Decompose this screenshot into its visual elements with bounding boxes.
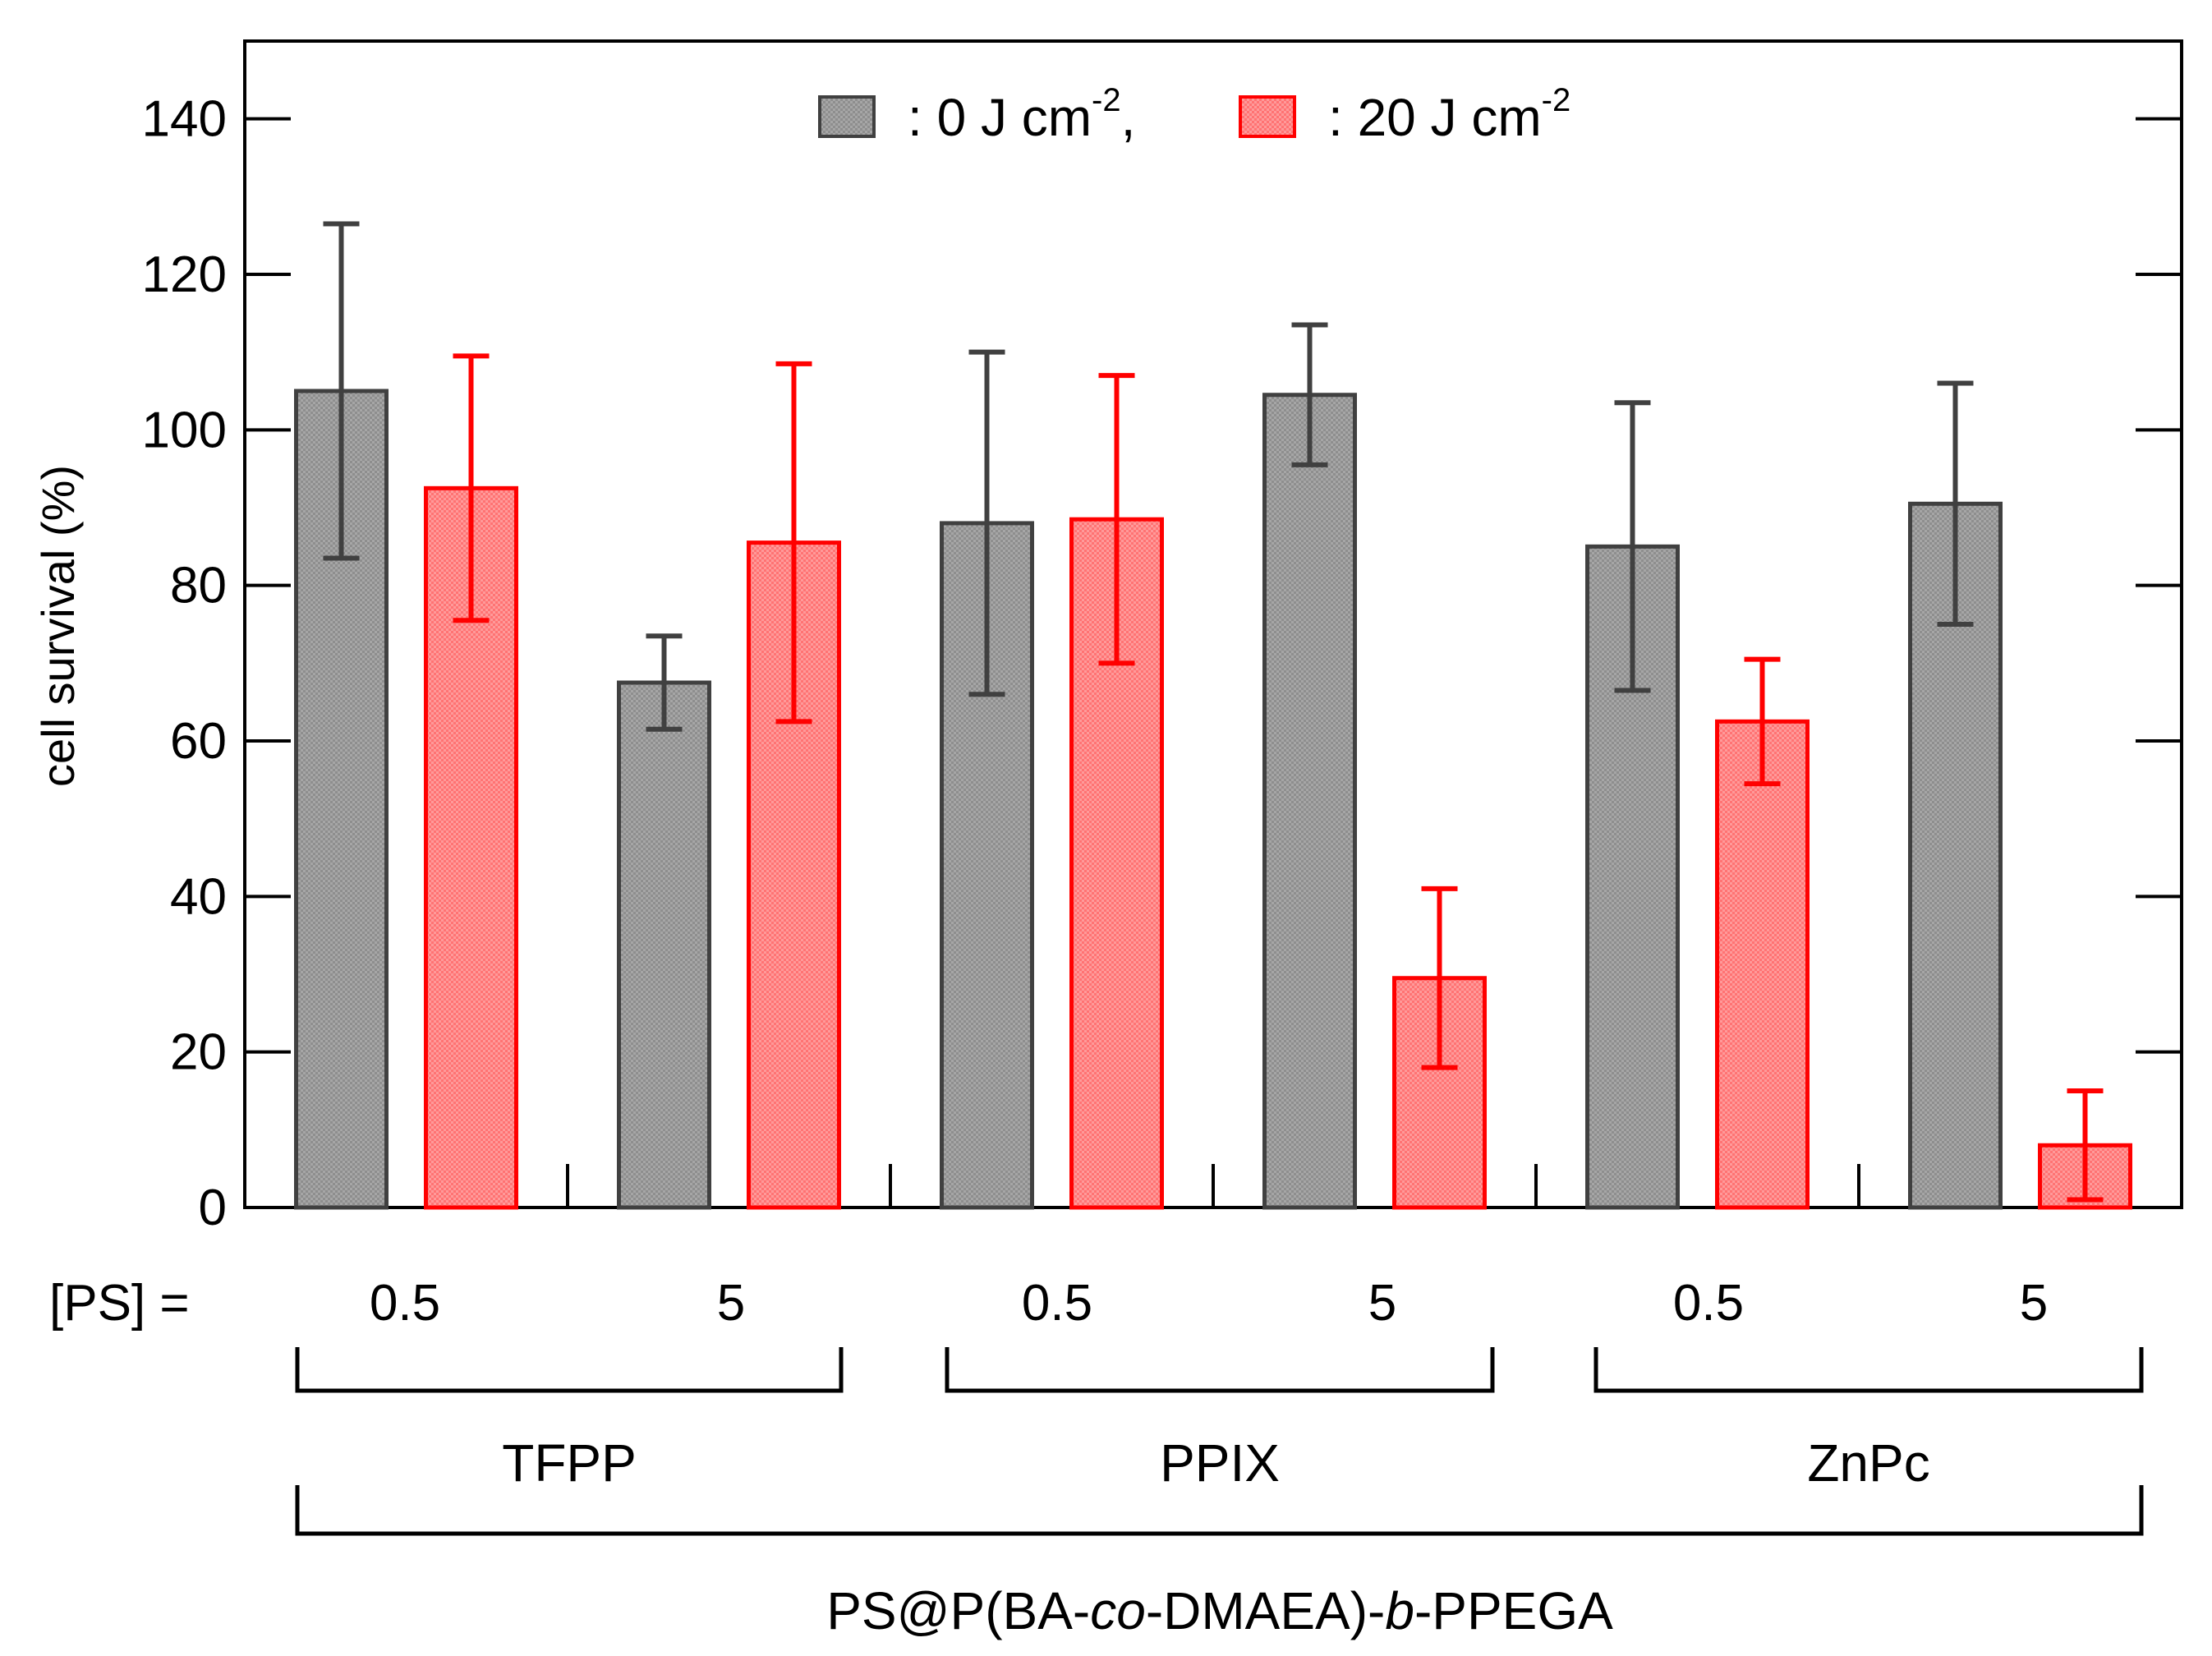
legend-swatch-0j xyxy=(818,95,876,138)
error-bars-layer xyxy=(323,221,2104,1203)
y-tick-label: 20 xyxy=(170,1024,227,1081)
category-separator-ticks xyxy=(566,1164,1860,1208)
error-bar-20j-0 xyxy=(453,353,490,623)
error-bar-20j-4 xyxy=(1744,656,1781,787)
bars-layer xyxy=(294,389,2132,1210)
ps-value-ppix-high: 5 xyxy=(1368,1275,1396,1332)
y-tick-label: 140 xyxy=(142,91,227,148)
y-tick-label: 80 xyxy=(170,558,227,614)
legend-swatch-20j xyxy=(1239,95,1296,138)
legend: : 0 J cm-2, : 20 J cm-2 xyxy=(818,82,1570,147)
bar-0j-3 xyxy=(1262,393,1357,1210)
ps-value-znpc-low: 0.5 xyxy=(1673,1275,1744,1332)
ps-value-ppix-low: 0.5 xyxy=(1022,1275,1092,1332)
ps-value-tfpp-low: 0.5 xyxy=(370,1275,440,1332)
error-bar-20j-1 xyxy=(775,361,812,724)
y-tick-label: 60 xyxy=(170,713,227,770)
y-tick-label: 100 xyxy=(142,402,227,458)
bar-0j-1 xyxy=(617,680,711,1210)
y-axis-title: cell survival (%) xyxy=(32,465,84,787)
ps-value-znpc-high: 5 xyxy=(2020,1275,2048,1332)
legend-label-0j: : 0 J cm-2, xyxy=(908,82,1135,147)
bracket-znpc xyxy=(1593,1347,2144,1393)
error-bar-0j-2 xyxy=(968,349,1005,697)
y-tick-label: 0 xyxy=(199,1180,227,1236)
error-bar-0j-3 xyxy=(1291,322,1328,467)
group-label-tfpp: TFPP xyxy=(502,1433,637,1493)
ps-value-tfpp-high: 5 xyxy=(717,1275,745,1332)
group-label-ppix: PPIX xyxy=(1160,1433,1280,1493)
bracket-ppix xyxy=(945,1347,1495,1393)
bracket-tfpp xyxy=(295,1347,844,1393)
error-bar-0j-0 xyxy=(323,221,360,561)
y-tick-label: 40 xyxy=(170,868,227,925)
plot-frame xyxy=(243,39,2183,1209)
ps-label: [PS] = xyxy=(49,1275,190,1332)
error-bar-0j-1 xyxy=(646,633,683,732)
error-bar-20j-5 xyxy=(2067,1088,2104,1203)
error-bar-0j-4 xyxy=(1614,400,1651,693)
error-bar-20j-3 xyxy=(1421,886,1458,1070)
group-label-znpc: ZnPc xyxy=(1807,1433,1929,1493)
legend-label-20j: : 20 J cm-2 xyxy=(1328,82,1570,147)
y-axis-ticks: 0 20 40 60 80 100 120 140 xyxy=(142,91,2182,1236)
formulation-title: PS@P(BA-co-DMAEA)-b-PPEGA xyxy=(826,1581,1613,1640)
error-bar-0j-5 xyxy=(1937,380,1974,627)
y-tick-label: 120 xyxy=(142,246,227,303)
bar-20j-4 xyxy=(1715,719,1810,1210)
error-bar-20j-2 xyxy=(1098,373,1135,666)
bracket-all xyxy=(295,1485,2144,1536)
